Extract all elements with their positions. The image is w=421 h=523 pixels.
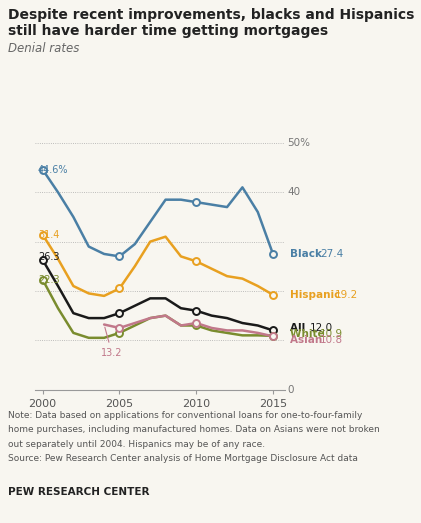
Text: 10.8: 10.8 (320, 335, 343, 345)
Text: Denial rates: Denial rates (8, 42, 80, 55)
Text: out separately until 2004. Hispanics may be of any race.: out separately until 2004. Hispanics may… (8, 440, 266, 449)
Text: 22.3: 22.3 (38, 275, 60, 285)
Text: Black: Black (290, 249, 325, 259)
Text: 50%: 50% (288, 138, 311, 148)
Text: Hispanic: Hispanic (290, 290, 344, 300)
Text: 26.3: 26.3 (38, 253, 59, 263)
Text: 19.2: 19.2 (335, 290, 358, 300)
Text: 27.4: 27.4 (320, 249, 343, 259)
Text: All: All (290, 323, 309, 333)
Text: 12.0: 12.0 (310, 323, 333, 333)
Text: Despite recent improvements, blacks and Hispanics: Despite recent improvements, blacks and … (8, 8, 415, 22)
Text: 31.4: 31.4 (38, 230, 59, 240)
Text: 0: 0 (288, 384, 294, 395)
Text: 10.9: 10.9 (320, 329, 343, 339)
Text: Asian: Asian (290, 335, 325, 345)
Text: still have harder time getting mortgages: still have harder time getting mortgages (8, 24, 328, 38)
Text: 40: 40 (288, 187, 301, 197)
Text: White: White (290, 329, 328, 339)
Text: Source: Pew Research Center analysis of Home Mortgage Disclosure Act data: Source: Pew Research Center analysis of … (8, 454, 358, 463)
Text: PEW RESEARCH CENTER: PEW RESEARCH CENTER (8, 487, 150, 497)
Text: 44.6%: 44.6% (38, 165, 69, 175)
Text: 13.2: 13.2 (101, 327, 123, 358)
Text: Note: Data based on applications for conventional loans for one-to-four-family: Note: Data based on applications for con… (8, 411, 363, 419)
Text: home purchases, including manufactured homes. Data on Asians were not broken: home purchases, including manufactured h… (8, 425, 380, 434)
